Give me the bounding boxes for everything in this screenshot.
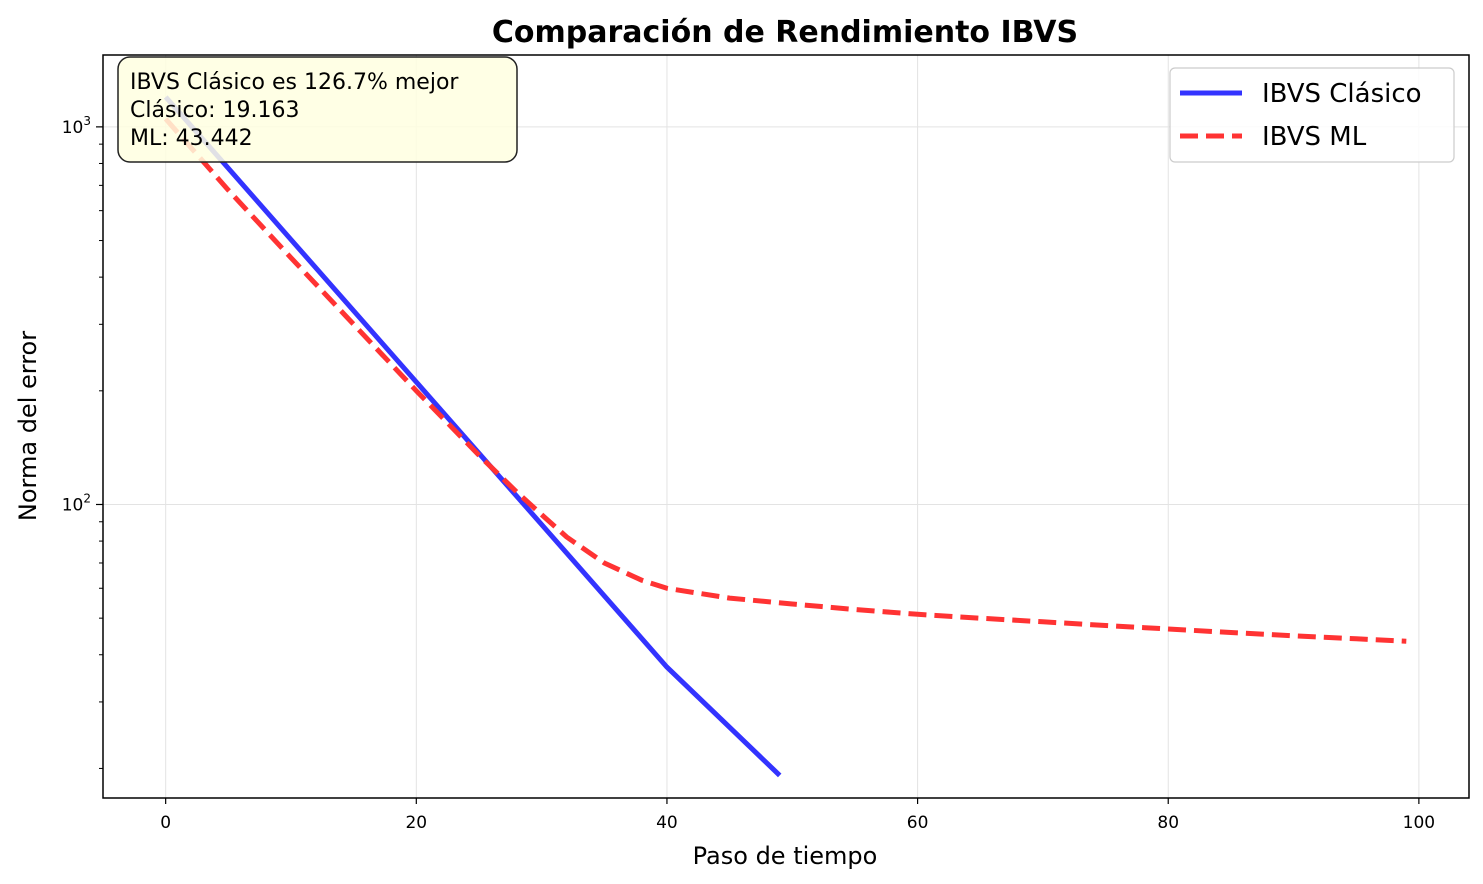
grid — [103, 55, 1469, 798]
annotation-box: IBVS Clásico es 126.7% mejor Clásico: 19… — [117, 56, 518, 163]
annotation-background — [117, 56, 518, 163]
annotation-line-1: IBVS Clásico es 126.7% mejor — [130, 70, 459, 95]
series-line-ibvs-clasico — [163, 95, 782, 778]
y-tick-label: 103 — [62, 114, 91, 138]
annotation-line-2: Clásico: 19.163 — [130, 98, 299, 123]
annotation-line-3: ML: 43.442 — [130, 126, 253, 151]
x-tick-label: 60 — [907, 813, 929, 833]
x-tick-label: 100 — [1403, 813, 1435, 833]
axis-ticks: 0 20 40 60 80 100 102 103 — [62, 114, 1435, 833]
chart-title: Comparación de Rendimiento IBVS — [492, 15, 1078, 50]
series-line-ibvs-ml — [163, 117, 1407, 644]
legend: IBVS Clásico IBVS ML — [1169, 67, 1455, 163]
x-tick-label: 40 — [656, 813, 678, 833]
x-tick-label: 80 — [1157, 813, 1179, 833]
series-layer — [163, 95, 1407, 778]
y-tick-label: 102 — [62, 491, 91, 515]
x-axis-label: Paso de tiempo — [693, 842, 878, 870]
y-axis-label: Norma del error — [14, 331, 42, 521]
plot-frame — [102, 54, 1470, 799]
x-tick-label: 0 — [160, 813, 171, 833]
x-tick-label: 20 — [405, 813, 427, 833]
legend-label-ibvs-ml: IBVS ML — [1262, 122, 1367, 152]
legend-label-ibvs-clasico: IBVS Clásico — [1262, 79, 1422, 109]
